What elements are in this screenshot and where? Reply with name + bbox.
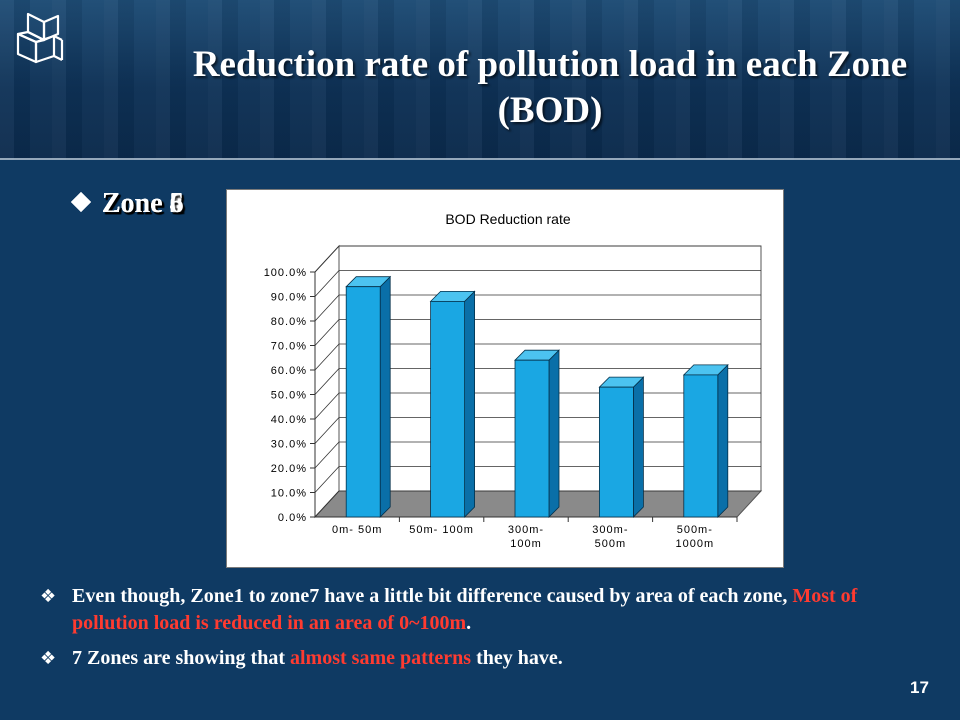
zone-label-6: Zone 6 [71,188,184,220]
bar-2 [430,301,466,518]
bar-5 [683,374,719,518]
bar-side-1 [379,275,391,518]
zone-label-4: Zone 4 [71,188,184,220]
zone-label-text: Zone 1 [102,188,184,219]
bullet-highlight: almost same patterns [290,647,472,669]
gridline [314,319,761,346]
bod-chart-svg: 0.0% 10.0% 20.0% 30.0% 40.0% 50.0% 60.0% 70.0% 8… [264,211,763,550]
zone-label-2: Zone 2 [71,188,184,220]
bullet-text-post: . [466,612,472,634]
y-tick-label: 50.0% [271,390,307,402]
bod-chart: 0.0% 10.0% 20.0% 30.0% 40.0% 50.0% 60.0% 70.0% 8… [226,189,784,568]
y-tick-label: 40.0% [271,414,307,426]
zone-label-text: Zone 5 [102,188,184,219]
logo-icon [16,12,64,64]
x-tick-label: 300m- [592,524,628,536]
y-tick-label: 60.0% [271,365,307,377]
y-tick-label: 100.0% [264,267,307,279]
x-tick-label: 1000m [675,538,714,550]
bullet-text-pre: Even though, Zone1 to zone7 have a littl… [72,585,793,607]
bar-1 [345,286,381,518]
x-tick-label: 50m- 100m [409,524,474,536]
y-tick-label: 30.0% [271,439,307,451]
gridline [314,270,761,297]
x-tick-label: 500m [595,538,627,550]
bar-4 [598,386,634,518]
zone-label-text: Zone 6 [102,188,184,219]
y-tick-label: 10.0% [271,488,307,500]
bar-side-4 [632,376,644,518]
bar-side-2 [464,290,476,518]
chart-title: BOD Reduction rate [445,211,570,227]
bullet-highlight: Most of pollution load is reduced in an … [72,585,858,634]
bar-side-3 [548,349,560,518]
bullet-text-pre: 7 Zones are showing that [72,647,290,669]
gridline [314,343,761,371]
gridline [314,368,761,395]
zone-label-1: Zone 1 [71,188,184,220]
bar-3 [514,359,550,518]
bullet-diamond-icon: ❖ [40,648,57,669]
header-divider [0,158,960,160]
x-tick-label: 500m- [677,524,713,536]
zone-label-text: Zone 4 [102,188,184,219]
zone-label-text: Zone 2 [102,188,184,219]
slide-title: Reduction rate of pollution load in each… [192,44,908,131]
y-tick-label: 20.0% [271,463,307,475]
bullet-item-2: ❖ 7 Zones are showing that almost same p… [40,645,920,672]
zone-label-stack: Zone 1 Zone 2 Zone 3 Zone 4 Zone 5 Zone 6 [71,188,224,228]
x-tick-label: 300m- [508,524,544,536]
y-tick-label: 90.0% [271,292,307,304]
bullet-text-post: they have. [471,647,563,669]
bar-side-5 [717,363,729,518]
zone-label-3: Zone 3 [71,188,184,220]
zone-label-5: Zone 5 [71,188,184,220]
y-tick-label: 70.0% [271,341,307,353]
diamond-bullet-icon [71,192,91,212]
x-tick-label: 0m- 50m [332,524,382,536]
y-tick-label: 80.0% [271,316,307,328]
page-number: 17 [910,678,929,697]
x-tick-label: 100m [510,538,542,550]
bullet-diamond-icon: ❖ [40,586,57,607]
gridline [314,294,761,322]
bullet-item-1: ❖ Even though, Zone1 to zone7 have a lit… [40,583,920,637]
header-band [0,0,960,160]
y-tick-label: 0.0% [278,512,307,524]
gridline [314,245,761,273]
bullet-list: ❖ Even though, Zone1 to zone7 have a lit… [40,583,920,680]
zone-label-text: Zone 3 [102,188,184,219]
